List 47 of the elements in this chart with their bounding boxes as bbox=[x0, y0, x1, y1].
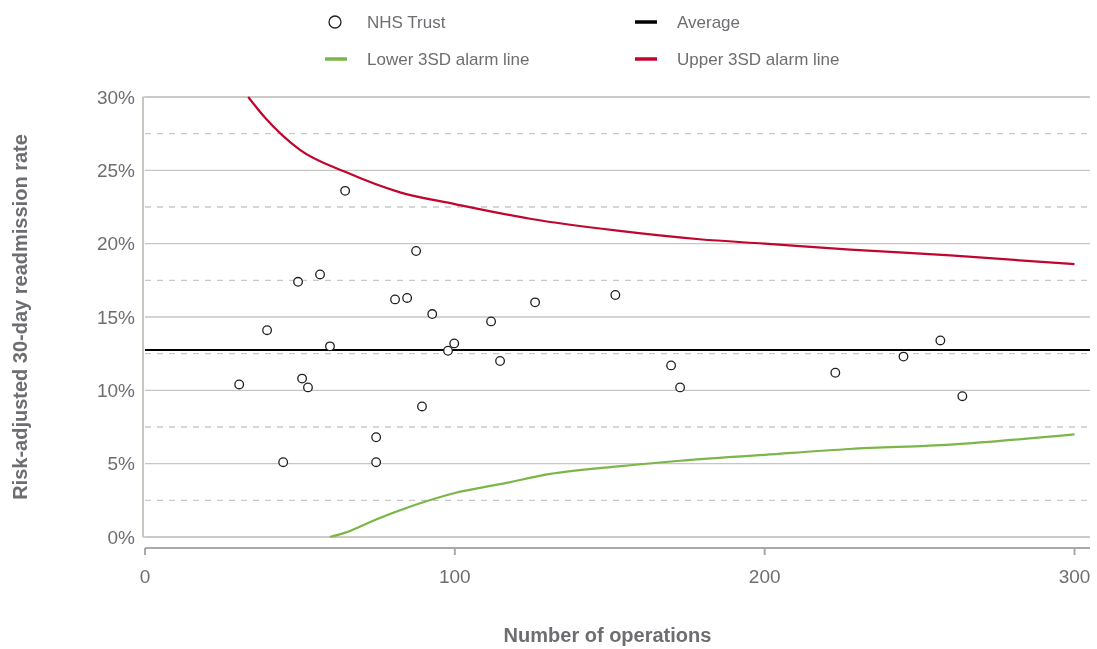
x-tick-label: 0 bbox=[139, 566, 151, 587]
point bbox=[371, 432, 382, 443]
legend-label: Lower 3SD alarm line bbox=[367, 49, 530, 69]
point bbox=[427, 309, 438, 320]
point bbox=[443, 345, 453, 356]
y-tick-label: 0% bbox=[107, 526, 136, 548]
y-tick-label: 30% bbox=[96, 86, 136, 108]
point bbox=[315, 269, 326, 280]
point bbox=[957, 391, 968, 402]
point bbox=[390, 294, 400, 305]
y-tick-label: 15% bbox=[96, 306, 136, 328]
point bbox=[234, 379, 245, 390]
point bbox=[411, 246, 422, 256]
point bbox=[486, 316, 497, 327]
point bbox=[830, 367, 841, 378]
point bbox=[495, 356, 506, 366]
y-tick-label: 10% bbox=[96, 379, 136, 401]
point bbox=[293, 276, 304, 287]
x-axis-title: Number of operations bbox=[503, 624, 712, 646]
y-tick-label: 25% bbox=[96, 159, 136, 181]
point bbox=[935, 335, 946, 346]
point bbox=[417, 401, 427, 412]
point bbox=[371, 457, 382, 468]
point bbox=[278, 457, 289, 468]
point bbox=[402, 292, 413, 303]
point bbox=[297, 373, 308, 384]
line-series bbox=[328, 433, 1076, 539]
point bbox=[340, 185, 351, 196]
point bbox=[262, 325, 273, 336]
point bbox=[898, 351, 909, 362]
point bbox=[675, 382, 686, 393]
point bbox=[610, 290, 621, 300]
legend-label: NHS Trust bbox=[367, 12, 446, 32]
point bbox=[530, 297, 541, 308]
point bbox=[449, 338, 460, 349]
legend-label: Average bbox=[677, 12, 741, 32]
point bbox=[303, 382, 313, 393]
point bbox=[666, 360, 677, 371]
x-tick-label: 100 bbox=[438, 566, 471, 587]
line-series bbox=[247, 95, 1076, 266]
legend-label: Upper 3SD alarm line bbox=[677, 49, 840, 69]
y-axis-title: Risk-adjusted 30-day readmission rate bbox=[9, 134, 31, 500]
x-tick-label: 200 bbox=[748, 566, 781, 587]
y-tick-label: 5% bbox=[107, 453, 136, 475]
point bbox=[325, 341, 335, 352]
y-tick-label: 20% bbox=[96, 233, 136, 255]
x-tick-label: 300 bbox=[1058, 566, 1091, 587]
